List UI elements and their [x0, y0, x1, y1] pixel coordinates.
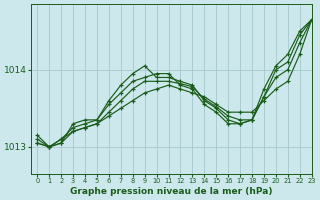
X-axis label: Graphe pression niveau de la mer (hPa): Graphe pression niveau de la mer (hPa) [70, 187, 273, 196]
